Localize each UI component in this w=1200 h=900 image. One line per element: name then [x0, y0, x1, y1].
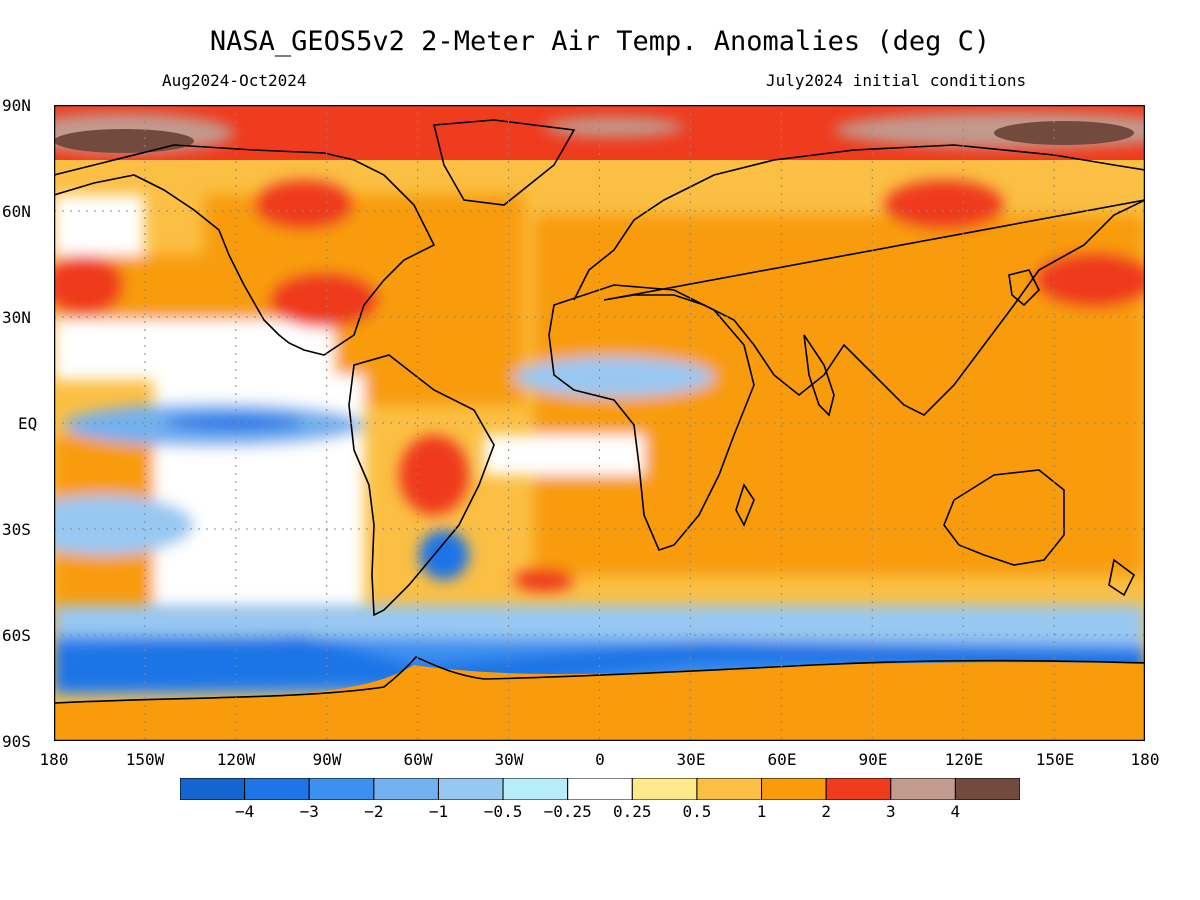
lon-tick-label: 180 — [1130, 750, 1160, 769]
colorbar-swatch — [761, 778, 827, 800]
ne-pacific-hot — [54, 255, 124, 315]
india-coast — [803, 334, 835, 417]
coastlines — [54, 119, 1145, 704]
north-america-coast — [54, 144, 436, 356]
initial-conditions: July2024 initial conditions — [766, 71, 1027, 90]
gridlines — [54, 105, 1145, 741]
colorbar-swatch — [437, 778, 504, 800]
north-america-hot — [269, 272, 379, 328]
lat-tick-label: 60N — [2, 202, 31, 221]
colorbar-swatch — [631, 778, 698, 800]
south-atlantic-cool — [419, 530, 469, 580]
colorbar-label: −0.25 — [543, 802, 592, 821]
colorbar-label: 1 — [756, 802, 767, 821]
lat-tick-label: 30S — [2, 520, 31, 539]
colorbar-label: −0.5 — [483, 802, 523, 821]
south-america-hot — [399, 435, 469, 515]
lat-tick-label: 30N — [2, 308, 31, 327]
new-zealand-coast — [1108, 558, 1136, 597]
lat-tick-label: 90S — [2, 732, 31, 751]
south-america-coast — [348, 354, 495, 617]
lon-tick-label: 0 — [595, 750, 605, 769]
arctic-extreme-central — [544, 117, 684, 137]
colorbar-swatch — [373, 778, 439, 800]
south-atlantic-hot — [514, 568, 574, 592]
chart-title: NASA_GEOS5v2 2-Meter Air Temp. Anomalies… — [209, 26, 991, 57]
lon-tick-label: 120E — [944, 750, 984, 769]
colorbar-label: −2 — [364, 802, 384, 821]
antarctica-coast — [54, 656, 1145, 704]
lon-tick-label: 60E — [767, 750, 797, 769]
lon-tick-label: 30W — [494, 750, 524, 769]
colorbar-label: 4 — [950, 802, 961, 821]
japan-coast — [1008, 269, 1040, 307]
colorbar-label: 3 — [885, 802, 896, 821]
colorbar-label: 2 — [821, 802, 831, 821]
colorbar-swatch — [180, 778, 246, 800]
madagascar-coast — [735, 483, 755, 527]
colorbar-label: −4 — [234, 802, 255, 821]
siberia-hot — [884, 180, 1004, 230]
southern-ocean-coldest — [54, 635, 1145, 690]
colorbar-swatch — [890, 778, 956, 800]
colorbar — [180, 778, 1020, 800]
lon-tick-label: 180 — [39, 750, 69, 769]
colorbar-swatch — [825, 778, 892, 800]
lon-tick-label: 90W — [312, 750, 342, 769]
anomaly-map — [54, 105, 1145, 741]
lon-tick-label: 150E — [1035, 750, 1075, 769]
south-pacific-cool — [54, 495, 194, 555]
lat-tick-label: EQ — [18, 414, 38, 433]
lat-tick-label: 60S — [2, 626, 31, 645]
lat-tick-label: 90N — [2, 96, 31, 115]
arctic-max-west — [54, 129, 194, 153]
tropical-atlantic-neutral — [484, 435, 644, 475]
arctic-max-east — [994, 121, 1134, 145]
colorbar-label: 0.25 — [613, 802, 652, 821]
lon-tick-label: 30E — [676, 750, 706, 769]
forecast-period: Aug2024-Oct2024 — [162, 71, 307, 90]
colorbar-swatch — [954, 778, 1020, 800]
lon-tick-label: 150W — [125, 750, 165, 769]
colorbar-swatch — [502, 778, 569, 800]
colorbar-label: −1 — [428, 802, 449, 821]
lon-tick-label: 90E — [858, 750, 888, 769]
map-border — [54, 105, 1145, 741]
colorbar-swatch — [308, 778, 375, 800]
anomaly-field — [54, 105, 1145, 741]
colorbar-label: −3 — [299, 802, 319, 821]
colorbar-swatch — [696, 778, 763, 800]
canada-hot — [254, 180, 354, 230]
alaska-neutral — [54, 195, 144, 255]
lon-tick-label: 120W — [216, 750, 256, 769]
colorbar-swatch — [567, 778, 633, 800]
eurasia-coast — [573, 144, 1145, 416]
subtropical-pacific-neutral — [54, 320, 334, 380]
greenland-coast — [432, 119, 576, 206]
sahel-cool — [514, 357, 714, 397]
colorbar-label: 0.5 — [682, 802, 712, 821]
nw-pacific-hot — [1034, 252, 1145, 308]
colorbar-swatch — [244, 778, 310, 800]
nino-core-cool — [164, 415, 304, 431]
australia-coast — [943, 469, 1065, 566]
lon-tick-label: 60W — [403, 750, 433, 769]
